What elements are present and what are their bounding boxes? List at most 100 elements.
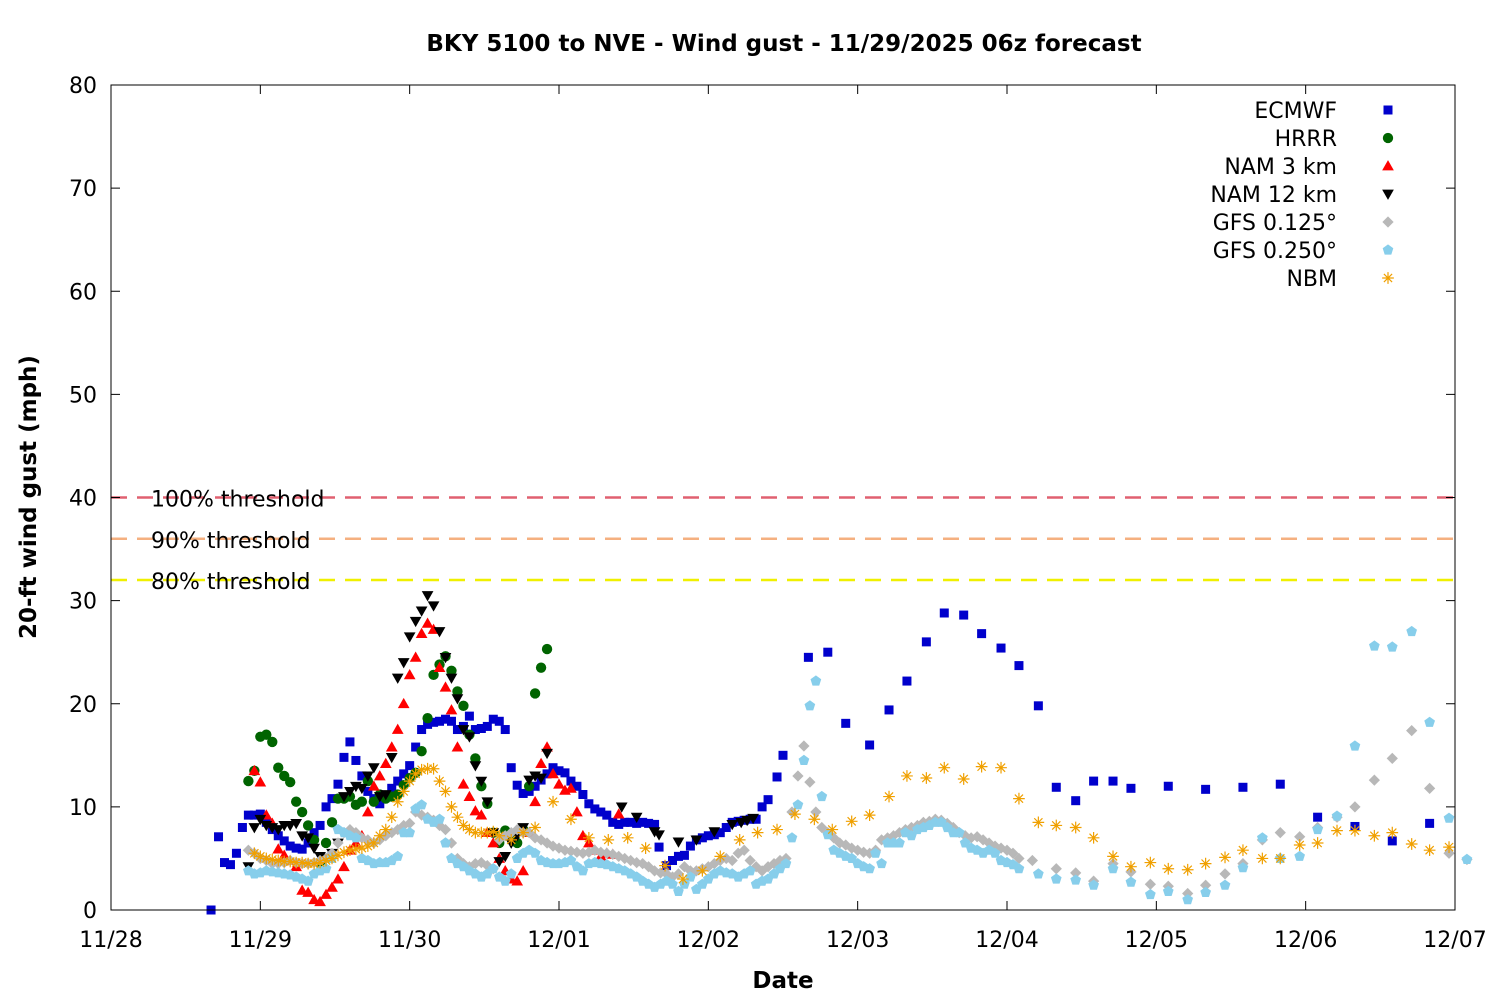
data-point xyxy=(902,676,912,686)
x-axis-label: Date xyxy=(752,968,813,994)
data-point xyxy=(789,808,801,820)
data-point xyxy=(314,856,326,869)
data-point xyxy=(362,771,374,782)
data-point xyxy=(255,809,265,819)
data-point xyxy=(405,761,415,771)
data-point xyxy=(248,847,261,860)
data-point xyxy=(1199,879,1212,891)
data-point xyxy=(1387,836,1397,846)
legend: ECMWF HRRR NAM 3 km NAM 12 km GFS 0.125° GFS … xyxy=(1210,99,1394,292)
data-point xyxy=(810,675,822,686)
data-point xyxy=(457,819,470,832)
data-point xyxy=(427,601,440,612)
data-point xyxy=(1050,819,1063,832)
data-point xyxy=(351,755,361,765)
data-point xyxy=(291,843,301,853)
data-point xyxy=(667,856,677,865)
data-point xyxy=(639,842,652,854)
data-point xyxy=(284,855,297,868)
data-point xyxy=(650,819,660,829)
data-point xyxy=(421,591,434,602)
data-point xyxy=(243,810,253,820)
x-tick-label: 12/02 xyxy=(677,928,740,953)
data-point xyxy=(470,753,481,764)
legend-marker xyxy=(1382,272,1394,284)
legend-label: ECMWF xyxy=(1254,99,1337,124)
data-point xyxy=(435,716,445,726)
data-point xyxy=(1032,816,1045,829)
y-axis-label: 20-ft wind gust (mph) xyxy=(16,355,42,639)
data-point xyxy=(547,795,559,808)
data-point xyxy=(703,831,713,841)
data-point xyxy=(726,854,738,867)
data-point xyxy=(1162,862,1175,875)
data-point xyxy=(535,757,547,768)
data-point xyxy=(1014,661,1024,671)
data-point xyxy=(308,857,320,870)
data-point xyxy=(614,819,624,829)
data-point xyxy=(677,873,689,885)
data-point xyxy=(350,843,362,856)
y-tick-label: 30 xyxy=(69,590,97,615)
data-point xyxy=(411,742,421,752)
data-point xyxy=(505,834,518,846)
data-point xyxy=(440,837,451,848)
data-point xyxy=(494,716,504,726)
data-point xyxy=(393,776,403,786)
y-tick-label: 10 xyxy=(69,796,97,821)
data-point xyxy=(1423,844,1436,857)
data-point xyxy=(1311,837,1324,849)
data-point xyxy=(290,796,302,807)
data-point xyxy=(560,768,570,778)
data-point xyxy=(463,823,476,836)
y-tick-label: 80 xyxy=(69,74,97,99)
legend-marker xyxy=(1382,160,1394,171)
data-point xyxy=(320,888,332,899)
data-point xyxy=(565,813,577,826)
x-tick-label: 12/06 xyxy=(1274,928,1337,953)
data-point xyxy=(446,665,457,676)
data-point xyxy=(1089,776,1099,786)
data-point xyxy=(621,831,634,844)
data-point xyxy=(397,658,410,669)
data-point xyxy=(476,724,486,733)
data-point xyxy=(356,796,368,807)
data-point xyxy=(433,627,446,638)
data-point xyxy=(1125,860,1137,873)
series-6-points xyxy=(248,760,1455,885)
data-point xyxy=(285,776,296,788)
data-point xyxy=(816,790,828,802)
data-point xyxy=(272,843,285,854)
data-point xyxy=(399,769,409,779)
data-point xyxy=(1087,831,1100,844)
data-point xyxy=(375,799,385,809)
data-point xyxy=(612,808,625,819)
data-point xyxy=(428,669,439,681)
data-point xyxy=(1144,878,1156,890)
data-point xyxy=(404,827,415,838)
x-tick-label: 11/29 xyxy=(229,928,292,953)
data-point xyxy=(338,860,350,872)
legend-marker xyxy=(1382,132,1394,144)
data-point xyxy=(939,608,949,618)
data-point xyxy=(826,823,839,836)
data-point xyxy=(798,740,810,752)
data-point xyxy=(397,785,410,798)
data-point xyxy=(780,858,792,869)
data-point xyxy=(254,776,267,787)
data-point xyxy=(470,725,480,735)
data-point xyxy=(1406,724,1418,737)
data-point xyxy=(751,826,764,839)
data-point xyxy=(529,847,541,858)
data-point xyxy=(584,799,594,809)
data-point xyxy=(1033,868,1044,879)
data-point xyxy=(338,792,350,803)
data-point xyxy=(345,737,355,747)
data-point xyxy=(1126,783,1136,793)
data-point xyxy=(290,818,303,830)
data-point xyxy=(451,694,464,705)
data-point xyxy=(1237,862,1249,873)
data-point xyxy=(1331,810,1343,821)
data-point xyxy=(261,729,272,740)
legend-label: NAM 3 km xyxy=(1224,155,1337,180)
